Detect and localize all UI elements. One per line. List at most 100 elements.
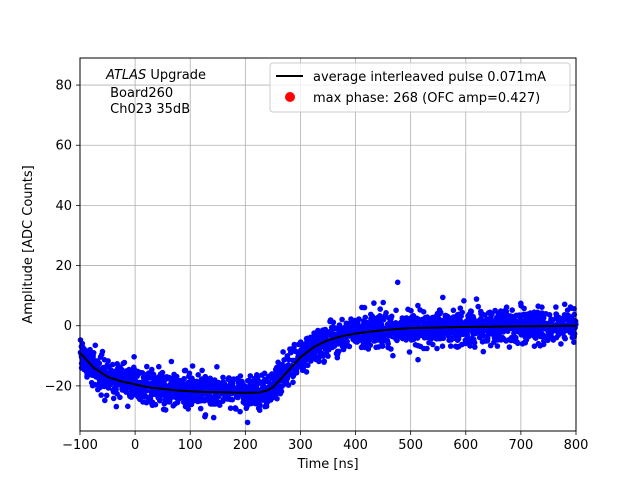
sample-point	[321, 359, 327, 365]
sample-point	[385, 330, 392, 337]
sample-point	[524, 328, 530, 334]
sample-point	[267, 395, 274, 402]
sample-point	[303, 344, 310, 351]
sample-point	[121, 359, 128, 366]
sample-point	[113, 403, 120, 410]
sample-point	[412, 322, 418, 329]
sample-point	[200, 382, 206, 388]
sample-point	[535, 303, 541, 310]
sample-point	[408, 333, 414, 339]
x-tick-label: 500	[398, 438, 423, 453]
sample-point	[178, 394, 185, 401]
sample-point	[316, 358, 322, 365]
sample-point	[124, 368, 131, 374]
sample-point	[298, 347, 304, 353]
x-axis-label: Time [ns]	[296, 457, 358, 472]
sample-point	[174, 399, 181, 406]
sample-point	[195, 372, 201, 378]
legend-entry-average: average interleaved pulse 0.071mA	[313, 70, 546, 85]
sample-point	[214, 364, 220, 370]
sample-point	[432, 313, 439, 320]
y-axis-ticks: −20 0 20 40 60 80	[45, 79, 80, 394]
sample-point	[131, 387, 138, 394]
sample-point	[522, 340, 529, 346]
sample-point	[515, 312, 521, 319]
sample-point	[478, 321, 484, 327]
sample-point	[144, 371, 150, 378]
sample-point	[336, 329, 342, 336]
sample-point	[327, 318, 333, 325]
sample-point	[273, 367, 279, 374]
sample-point	[371, 300, 377, 306]
sample-point	[447, 316, 453, 322]
sample-point	[388, 313, 395, 320]
legend-dot-swatch	[285, 92, 295, 102]
sample-point	[420, 345, 427, 352]
sample-point	[262, 376, 268, 383]
sample-point	[491, 339, 497, 346]
sample-point	[88, 379, 95, 386]
sample-point	[407, 317, 414, 324]
sample-point	[174, 378, 180, 385]
sample-point	[478, 308, 484, 315]
sample-point	[188, 377, 194, 384]
sample-point	[361, 321, 367, 327]
sample-point	[115, 374, 122, 380]
sample-point	[97, 354, 104, 360]
sample-point	[447, 343, 454, 349]
sample-point	[207, 397, 214, 404]
sample-point	[241, 383, 247, 390]
sample-point	[186, 370, 193, 377]
sample-point	[184, 401, 191, 407]
sample-point	[139, 370, 146, 376]
sample-point	[103, 392, 110, 399]
sample-point	[569, 330, 575, 337]
y-tick-label: −20	[45, 379, 72, 394]
sample-point	[518, 330, 524, 336]
sample-point	[481, 333, 487, 339]
sample-point	[221, 381, 228, 387]
sample-point	[556, 331, 563, 337]
sample-point	[125, 403, 131, 410]
sample-point	[339, 316, 345, 323]
sample-point	[472, 344, 478, 350]
sample-point	[476, 330, 483, 336]
sample-point	[412, 342, 419, 348]
y-tick-label: 40	[55, 199, 72, 214]
sample-point	[277, 390, 284, 397]
sample-point	[494, 343, 501, 349]
sample-point	[509, 319, 516, 325]
sample-point	[87, 366, 93, 372]
board-label: Board260	[106, 86, 173, 101]
y-tick-label: 20	[55, 259, 72, 274]
sample-point	[471, 339, 478, 346]
sample-point	[243, 393, 249, 400]
sample-point	[546, 312, 553, 318]
sample-point	[105, 385, 112, 391]
atlas-word: ATLAS	[105, 68, 146, 83]
sample-point	[393, 307, 399, 314]
sample-point	[247, 373, 254, 379]
sample-point	[497, 308, 504, 314]
sample-point	[445, 329, 451, 336]
sample-point	[328, 324, 335, 331]
sample-point	[414, 335, 421, 341]
x-tick-label: 400	[343, 438, 368, 453]
sample-point	[442, 312, 449, 319]
sample-point	[417, 307, 423, 313]
sample-point	[227, 396, 234, 403]
sample-point	[353, 339, 360, 345]
sample-point	[430, 333, 437, 340]
x-tick-label: 0	[131, 438, 139, 453]
sample-point	[377, 306, 384, 312]
sample-point	[150, 371, 157, 378]
x-tick-label: 300	[288, 438, 313, 453]
sample-point	[400, 328, 407, 335]
sample-point	[535, 340, 542, 347]
sample-point	[151, 381, 157, 388]
sample-point	[199, 395, 206, 402]
sample-point	[388, 346, 394, 352]
sample-point	[336, 348, 342, 355]
sample-point	[434, 345, 440, 352]
legend-entry-max-phase: max phase: 268 (OFC amp=0.427)	[313, 91, 540, 106]
